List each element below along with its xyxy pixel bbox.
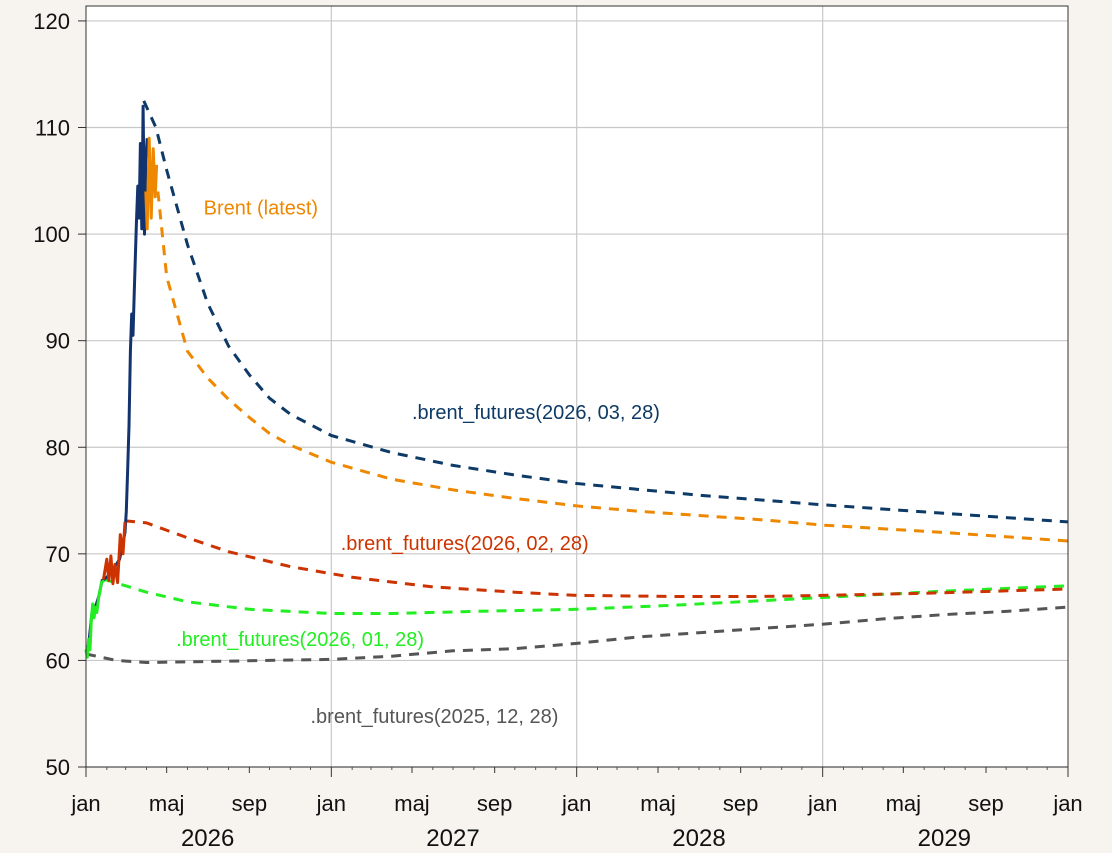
- y-tick-label: 120: [33, 9, 70, 34]
- series-label-2: .brent_futures(2026, 02, 28): [341, 533, 589, 555]
- x-tick-label: maj: [640, 791, 675, 816]
- y-tick-label: 80: [46, 435, 70, 460]
- series-label-4: .brent_futures(2026, 03, 28): [412, 402, 660, 424]
- series-line-0: [85, 605, 1069, 664]
- series-line-2: [124, 519, 1069, 598]
- series-line-8: [84, 579, 106, 659]
- series-line-7: [102, 521, 127, 586]
- series-line-1: [103, 577, 1069, 615]
- series-label-6: Brent (latest): [204, 197, 318, 219]
- series-label-1: .brent_futures(2026, 01, 28): [176, 629, 424, 651]
- y-tick-label: 60: [46, 648, 70, 673]
- grid: [86, 6, 1068, 768]
- series-line-6: [144, 136, 159, 231]
- x-tick-label: sep: [968, 791, 1003, 816]
- x-tick-label: jan: [316, 791, 346, 816]
- y-tick-label: 100: [33, 222, 70, 247]
- x-tick-label: maj: [149, 791, 184, 816]
- x-tick-label: sep: [477, 791, 512, 816]
- series-line-3: [156, 191, 1069, 543]
- series-group: [84, 100, 1069, 664]
- y-tick-label: 70: [46, 542, 70, 567]
- y-tick-label: 50: [46, 755, 70, 780]
- x-tick-label: sep: [723, 791, 758, 816]
- x-tick-label: maj: [394, 791, 429, 816]
- series-label-0: .brent_futures(2025, 12, 28): [310, 706, 558, 728]
- x-year-label: 2027: [426, 825, 479, 852]
- series-line-4: [142, 100, 1069, 524]
- x-tick-label: jan: [807, 791, 837, 816]
- x-year-label: 2028: [672, 825, 725, 852]
- x-tick-label: jan: [1052, 791, 1082, 816]
- x-year-label: 2029: [918, 825, 971, 852]
- x-tick-label: jan: [70, 791, 100, 816]
- x-tick-label: maj: [886, 791, 921, 816]
- x-tick-label: sep: [232, 791, 267, 816]
- axes: 50 60 70 80 90 100 110 120 jan maj sep jan maj sep jan…: [33, 9, 1082, 852]
- y-tick-label: 110: [35, 116, 70, 141]
- x-year-label: 2026: [181, 825, 234, 852]
- series-labels: .brent_futures(2025, 12, 28) .brent_futur…: [176, 197, 660, 727]
- y-tick-label: 90: [46, 329, 70, 354]
- x-tick-label: jan: [561, 791, 591, 816]
